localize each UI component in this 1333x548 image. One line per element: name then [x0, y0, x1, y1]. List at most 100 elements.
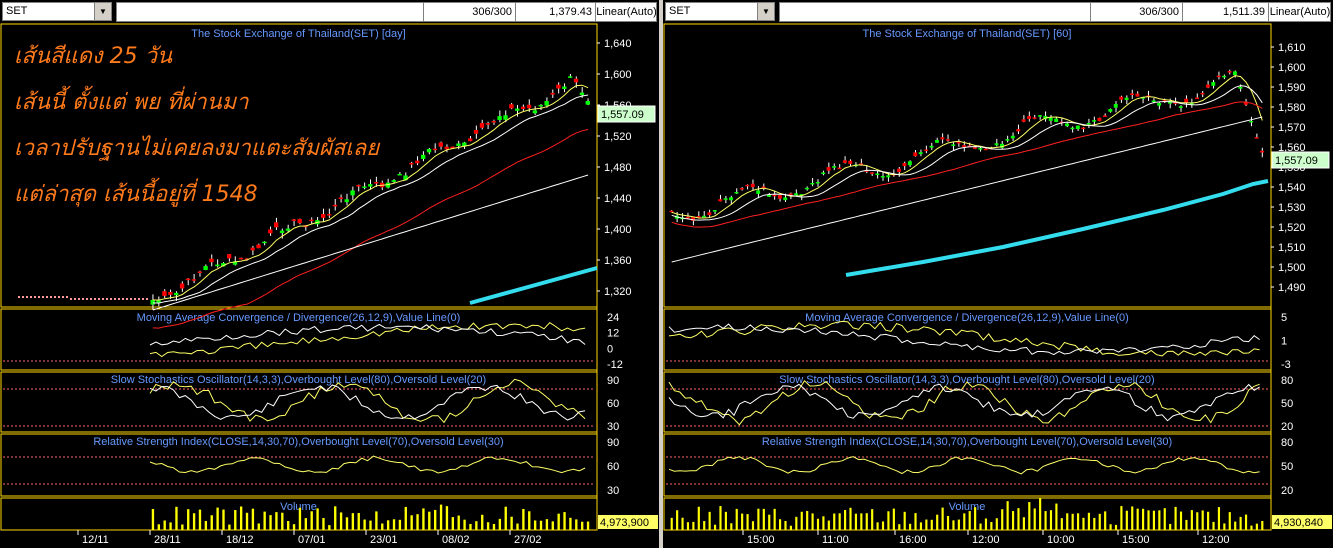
volume-bar [434, 509, 437, 530]
volume-bar [1131, 506, 1134, 530]
volume-bar [881, 521, 885, 530]
candle-body [756, 190, 761, 194]
candle-body [869, 172, 874, 174]
volume-bar [730, 523, 733, 530]
volume-bar [298, 507, 302, 530]
candle-body [772, 194, 777, 197]
volume-bar [310, 511, 313, 530]
volume-bar [1255, 523, 1258, 530]
volume-bar [1071, 513, 1074, 530]
candle-body [837, 167, 842, 170]
candle-body [244, 258, 249, 261]
annotation-line-1: เส้นสีแดง 25 วัน [14, 44, 172, 69]
left-toolbar: SET ▼ 306/300 1,379.43 Linear(Auto) [0, 0, 659, 24]
price-tick-label: 1,480 [604, 162, 632, 174]
chevron-down-icon[interactable]: ▼ [757, 3, 774, 20]
candle-body [972, 147, 977, 149]
left-chart-canvas[interactable]: The Stock Exchange of Thailand(SET) [day… [0, 0, 659, 548]
price-tick-label: 1,540 [1278, 182, 1306, 194]
candle-body [556, 84, 561, 89]
volume-bar [854, 513, 858, 530]
candle-body [168, 291, 173, 295]
candle-body [783, 197, 788, 201]
volume-value-label: 4,930,840 [1274, 517, 1323, 529]
left-symbol-select[interactable]: SET ▼ [2, 2, 112, 21]
volume-bar [1044, 511, 1047, 530]
volume-bar [1261, 521, 1264, 530]
ma-dot-marker [30, 296, 32, 298]
left-symbol-value: SET [6, 5, 28, 17]
candle-body [1119, 96, 1124, 100]
candle-body [491, 121, 496, 123]
right-symbol-select[interactable]: SET ▼ [665, 2, 775, 21]
candle-body [1260, 150, 1264, 153]
candle-body [1021, 119, 1026, 122]
ma-dot-marker [102, 298, 104, 300]
annotation-line-2: เส้นนี้ ตั้งแต่ พย ที่ผ่านมา [14, 90, 249, 115]
candle-body [238, 257, 244, 260]
volume-pane-title: Volume [949, 501, 986, 513]
volume-bar [575, 519, 578, 530]
volume-bar [498, 518, 502, 530]
ma-dot-marker [106, 298, 108, 300]
macd-tick-label: 12 [607, 328, 619, 340]
volume-bar [1109, 524, 1112, 530]
candle-body [1108, 108, 1113, 112]
volume-bar [963, 513, 966, 530]
volume-bar [1136, 508, 1139, 530]
macd-line [149, 322, 586, 358]
right-chart-canvas[interactable]: The Stock Exchange of Thailand(SET) [60]… [663, 0, 1333, 548]
ma-white-long-line [671, 116, 1263, 263]
chevron-down-icon[interactable]: ▼ [94, 3, 111, 20]
left-chart-panel[interactable]: SET ▼ 306/300 1,379.43 Linear(Auto) The … [0, 0, 659, 548]
volume-bar [713, 524, 717, 530]
volume-bar [816, 518, 820, 530]
candle-body [1032, 117, 1037, 119]
volume-bar [522, 508, 525, 530]
price-tick-label: 1,520 [1278, 222, 1306, 234]
candle-body [562, 86, 567, 89]
ma-white-short-line [671, 85, 1263, 221]
volume-bar [995, 518, 998, 530]
candle-body [1113, 103, 1118, 108]
candle-body [273, 222, 279, 228]
ma-cyan-line [845, 179, 1269, 277]
volume-bar [865, 513, 868, 530]
volume-bar [784, 520, 787, 530]
volume-bar [381, 523, 384, 530]
price-tick-label: 1,560 [1278, 142, 1306, 154]
candle-body [362, 186, 367, 188]
rsi-tick-label: 80 [1281, 437, 1293, 449]
volume-bar [1217, 507, 1221, 530]
date-tick-label: 12/11 [82, 534, 109, 546]
candle-body [842, 160, 847, 163]
right-scale[interactable]: Linear(Auto) [1268, 3, 1331, 21]
volume-bar [892, 508, 895, 530]
volume-bar [175, 506, 178, 530]
date-tick-label: 28/11 [154, 534, 181, 546]
volume-bar [670, 517, 673, 530]
right-counter: 306/300 [1090, 3, 1182, 21]
candle-body [1027, 116, 1032, 120]
candle-body [718, 199, 723, 202]
volume-bar [1179, 511, 1183, 530]
price-tick-label: 1,440 [604, 193, 632, 205]
candle-body [473, 129, 479, 134]
candle-body [526, 104, 532, 109]
candle-body [268, 229, 273, 234]
left-scale[interactable]: Linear(Auto) [595, 3, 657, 21]
volume-bar [708, 511, 711, 530]
volume-bar [216, 507, 219, 530]
volume-bar [451, 517, 454, 530]
macd-tick-label: 5 [1281, 312, 1287, 324]
volume-bar [800, 511, 803, 530]
panel-divider[interactable] [659, 0, 663, 548]
candle-body [479, 123, 485, 128]
right-chart-panel[interactable]: SET ▼ 306/300 1,511.39 Linear(Auto) The … [663, 0, 1333, 548]
date-tick-label: 12:00 [972, 534, 1000, 546]
volume-bar [871, 509, 874, 530]
stoch-tick-label: 30 [607, 421, 619, 433]
candle-body [734, 192, 739, 194]
volume-bar [778, 519, 782, 530]
volume-bar [833, 513, 836, 530]
